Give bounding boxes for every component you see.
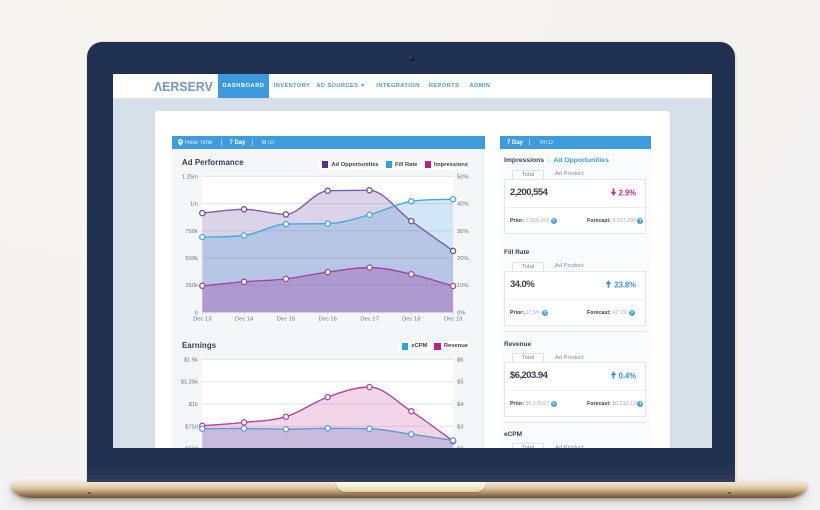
svg-text:10%: 10% — [457, 283, 469, 289]
svg-text:40%: 40% — [457, 202, 469, 208]
svg-text:$2: $2 — [457, 447, 463, 448]
svg-text:1m: 1m — [190, 202, 198, 208]
svg-text:30%: 30% — [457, 229, 469, 235]
svg-text:500k: 500k — [185, 256, 198, 262]
svg-text:$1.5k: $1.5k — [184, 357, 198, 363]
svg-text:$1k: $1k — [189, 402, 198, 408]
svg-text:$5: $5 — [457, 380, 463, 386]
svg-text:Dec 17: Dec 17 — [360, 317, 378, 323]
svg-text:Dec 18: Dec 18 — [402, 317, 420, 323]
svg-text:$3: $3 — [457, 424, 463, 430]
svg-text:250k: 250k — [185, 283, 198, 289]
svg-text:Dec 13: Dec 13 — [193, 317, 211, 323]
svg-text:$4: $4 — [457, 402, 464, 408]
svg-text:Dec 15: Dec 15 — [277, 317, 295, 323]
svg-text:Dec 16: Dec 16 — [319, 317, 337, 323]
svg-text:1.25m: 1.25m — [182, 174, 198, 180]
svg-text:$6: $6 — [457, 357, 463, 363]
svg-text:20%: 20% — [457, 256, 469, 262]
svg-text:$1.25k: $1.25k — [181, 380, 199, 386]
svg-text:Dec 19: Dec 19 — [444, 317, 462, 323]
svg-text:0%: 0% — [457, 310, 465, 316]
svg-text:0: 0 — [195, 310, 198, 316]
svg-text:Dec 14: Dec 14 — [235, 317, 254, 323]
svg-text:$500: $500 — [185, 447, 198, 448]
svg-text:50%: 50% — [457, 174, 469, 180]
svg-text:750k: 750k — [185, 229, 198, 235]
svg-text:$750: $750 — [185, 424, 198, 430]
